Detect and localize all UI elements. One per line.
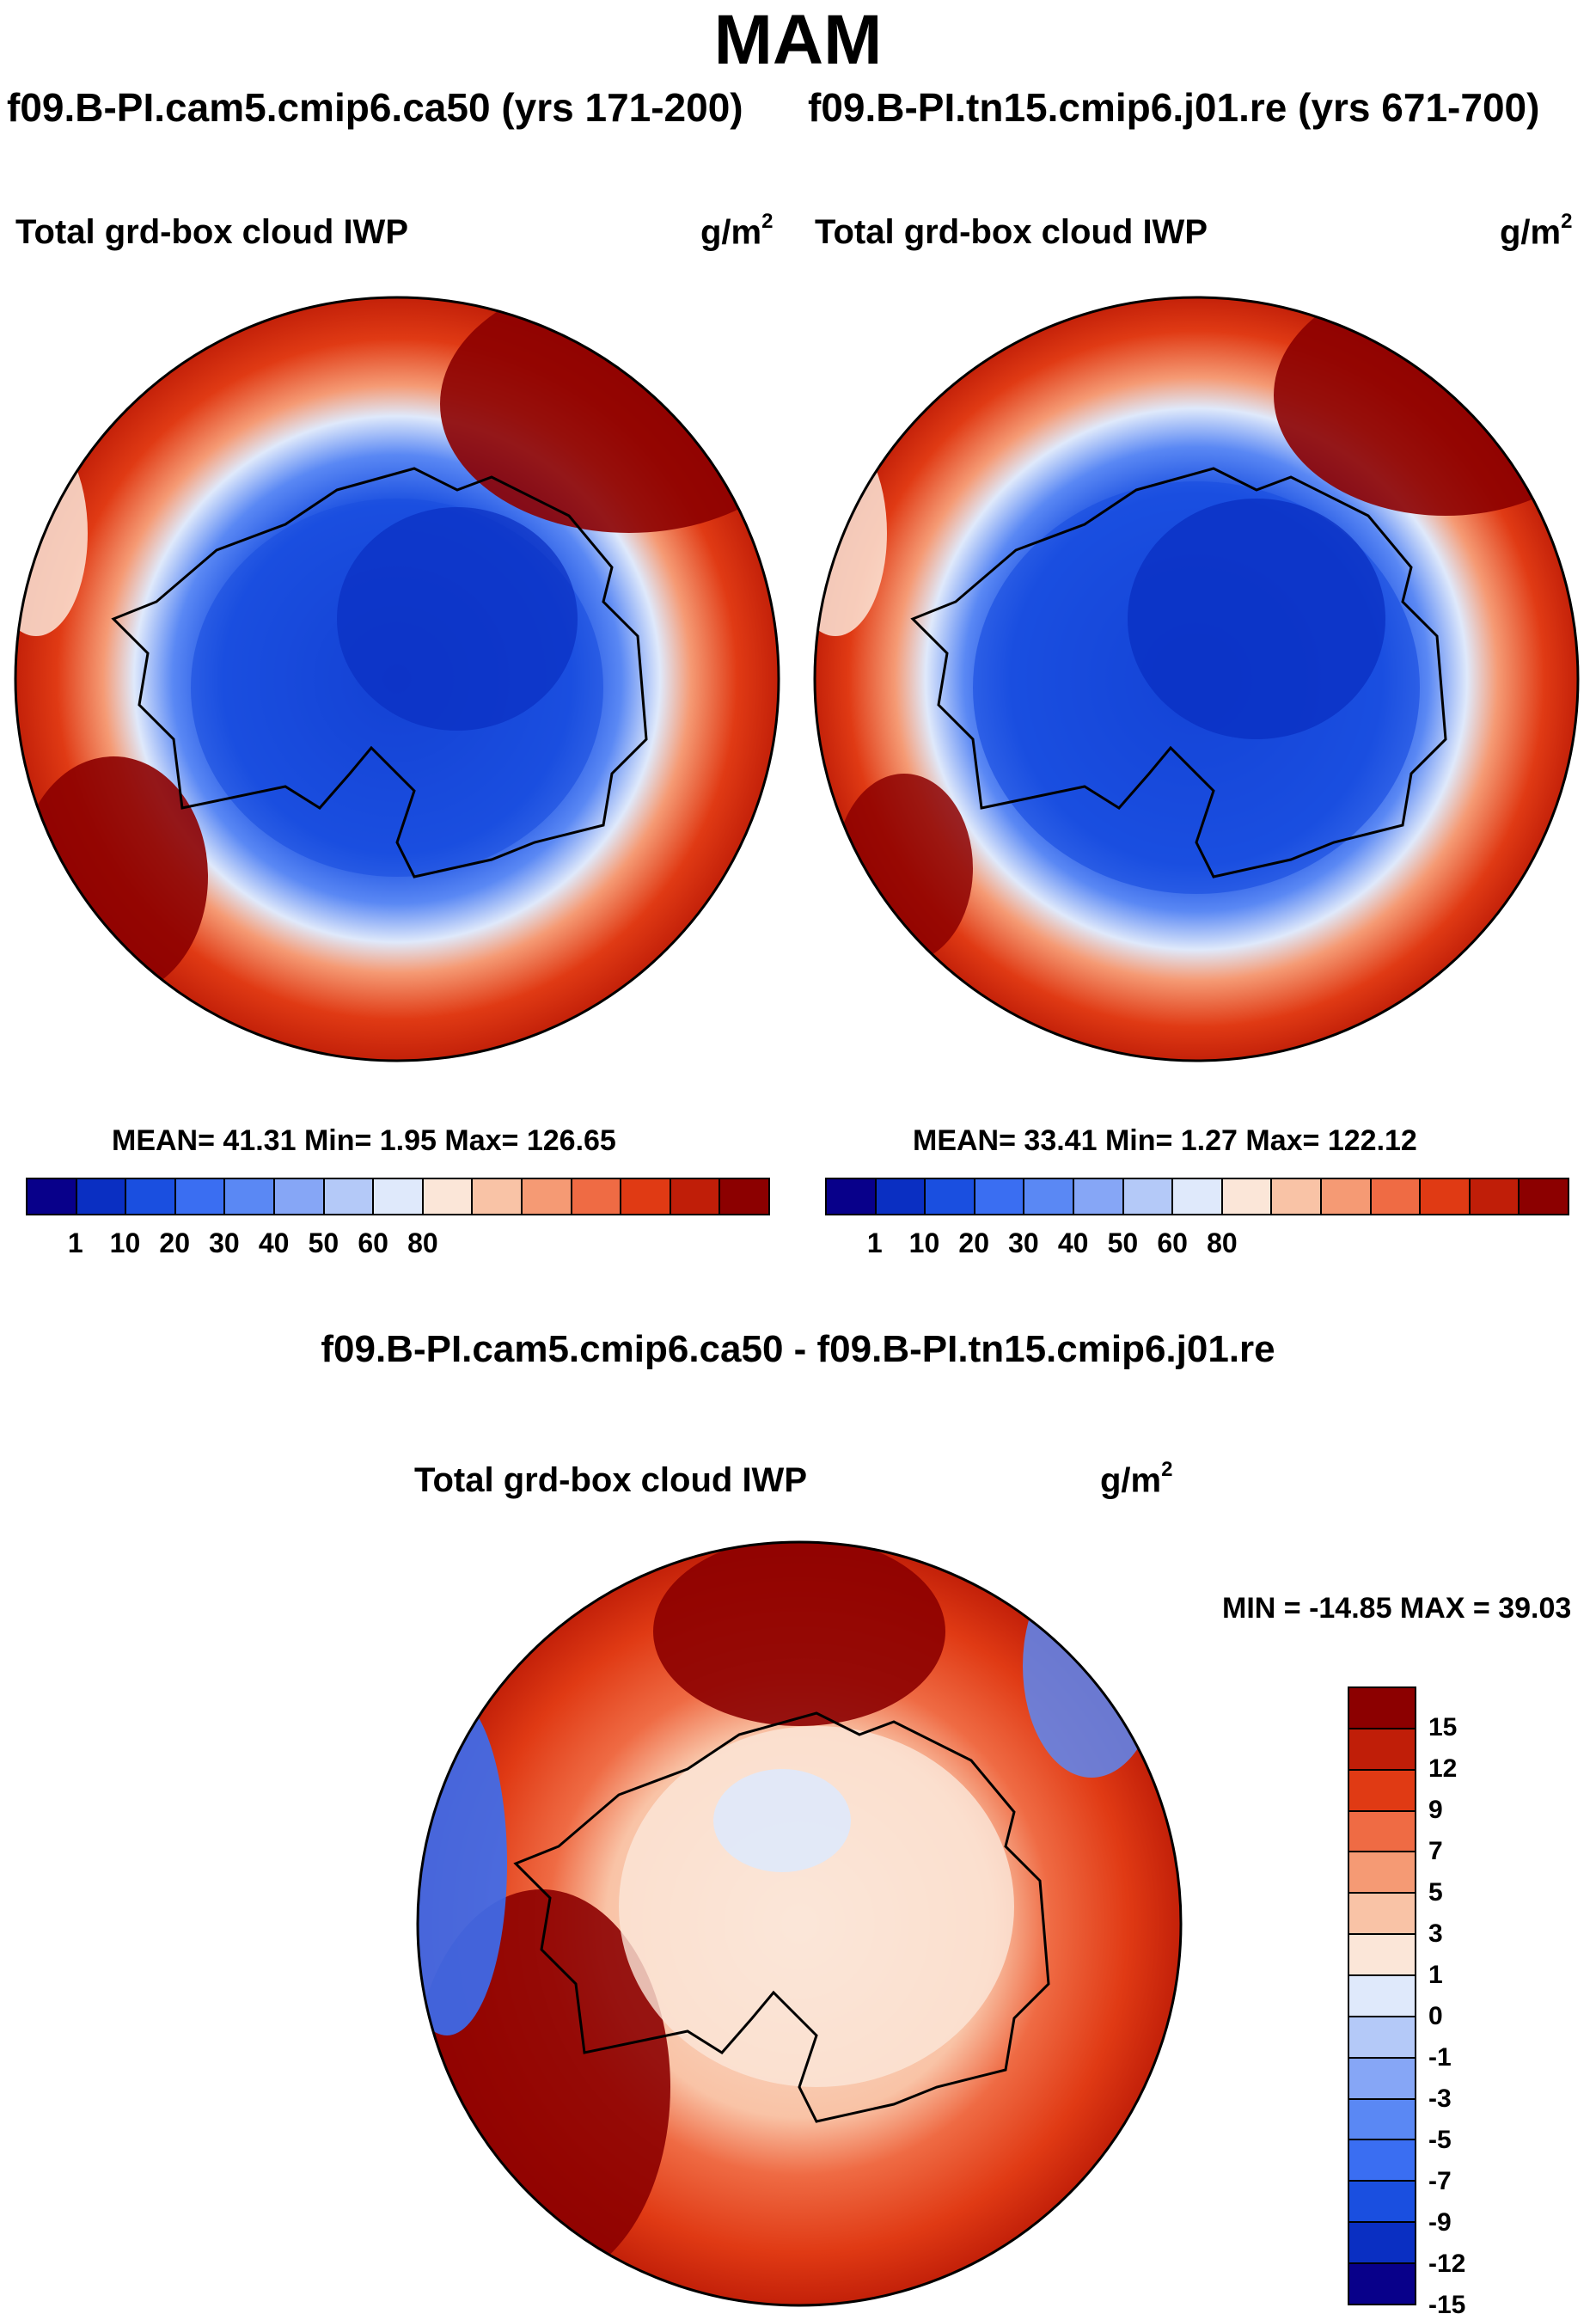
colorbar-segment (670, 1179, 721, 1214)
colorbar-tick-label: 60 (358, 1227, 388, 1258)
colorbar-tick-label: -12 (1428, 2250, 1466, 2278)
colorbar-tick-label: 60 (1157, 1227, 1188, 1258)
case-title-left: f09.B-PI.cam5.cmip6.ca50 (yrs 171-200) (7, 85, 743, 130)
colorbar-segment (324, 1179, 375, 1214)
case-title-right: f09.B-PI.tn15.cmip6.j01.re (yrs 671-700) (808, 85, 1540, 130)
colorbar-segment (720, 1179, 768, 1214)
colorbar-tick-label: -1 (1428, 2043, 1452, 2072)
panel3-var-title: Total grd-box cloud IWP (414, 1461, 807, 1499)
colorbar-segment (1349, 1688, 1415, 1729)
colorbar-tick-label: 80 (407, 1227, 438, 1258)
colorbar-tick-label: 20 (958, 1227, 989, 1258)
panel1-colorbar (26, 1178, 770, 1215)
colorbar-segment (1123, 1179, 1174, 1214)
colorbar-segment (423, 1179, 474, 1214)
panel1-var-title: Total grd-box cloud IWP (15, 213, 408, 251)
colorbar-segment (975, 1179, 1025, 1214)
colorbar-segment (28, 1179, 77, 1214)
colorbar-tick-label: 12 (1428, 1754, 1458, 1783)
colorbar-segment (1421, 1179, 1471, 1214)
colorbar-segment (1349, 1770, 1415, 1812)
colorbar-segment (1222, 1179, 1273, 1214)
colorbar-tick-label: 30 (209, 1227, 240, 1258)
colorbar-tick-label: 1 (67, 1227, 83, 1258)
panel3-colorbar (1348, 1686, 1416, 2305)
colorbar-segment (1349, 2182, 1415, 2224)
colorbar-segment (1349, 1976, 1415, 2017)
colorbar-segment (374, 1179, 424, 1214)
colorbar-tick-label: 50 (308, 1227, 339, 1258)
colorbar-tick-label: -9 (1428, 2208, 1452, 2237)
colorbar-segment (1349, 2017, 1415, 2059)
colorbar-tick-label: 1 (1428, 1961, 1443, 1989)
colorbar-tick-label: -15 (1428, 2291, 1466, 2319)
colorbar-segment (572, 1179, 622, 1214)
colorbar-tick-label: 50 (1107, 1227, 1139, 1258)
colorbar-tick-label: 30 (1008, 1227, 1039, 1258)
colorbar-segment (621, 1179, 671, 1214)
panel3-stats: MIN = -14.85 MAX = 39.03 (1222, 1592, 1572, 1625)
colorbar-segment (1349, 1935, 1415, 1977)
colorbar-segment (76, 1179, 127, 1214)
colorbar-tick-label: -5 (1428, 2126, 1452, 2154)
colorbar-segment (1520, 1179, 1568, 1214)
colorbar-segment (827, 1179, 877, 1214)
colorbar-segment (1470, 1179, 1520, 1214)
colorbar-segment (522, 1179, 572, 1214)
colorbar-tick-label: 10 (908, 1227, 940, 1258)
panel2-colorbar (825, 1178, 1569, 1215)
colorbar-segment (1349, 2140, 1415, 2182)
panel3-units: g/m2 (1100, 1458, 1173, 1500)
colorbar-segment (126, 1179, 176, 1214)
colorbar-segment (1349, 2223, 1415, 2265)
colorbar-tick-label: -3 (1428, 2084, 1452, 2113)
colorbar-segment (473, 1179, 523, 1214)
diff-title: f09.B-PI.cam5.cmip6.ca50 - f09.B-PI.tn15… (321, 1328, 1275, 1370)
colorbar-segment (274, 1179, 325, 1214)
colorbar-segment (876, 1179, 926, 1214)
panel2-stats: MEAN= 33.41 Min= 1.27 Max= 122.12 (913, 1124, 1417, 1157)
colorbar-tick-label: 0 (1428, 2002, 1443, 2030)
colorbar-tick-label: 5 (1428, 1878, 1443, 1907)
colorbar-tick-label: 7 (1428, 1837, 1443, 1865)
panel1-units: g/m2 (700, 210, 774, 252)
colorbar-segment (1272, 1179, 1322, 1214)
colorbar-tick-label: 40 (258, 1227, 290, 1258)
colorbar-segment (1349, 2099, 1415, 2141)
colorbar-tick-label: -7 (1428, 2167, 1452, 2195)
colorbar-tick-label: 9 (1428, 1796, 1443, 1824)
colorbar-segment (1024, 1179, 1074, 1214)
panel1-stats: MEAN= 41.31 Min= 1.95 Max= 126.65 (112, 1124, 616, 1157)
colorbar-segment (175, 1179, 226, 1214)
colorbar-segment (225, 1179, 275, 1214)
panel2-units: g/m2 (1500, 210, 1573, 252)
colorbar-tick-label: 40 (1057, 1227, 1089, 1258)
colorbar-segment (1073, 1179, 1124, 1214)
panel3-polar-map (416, 1540, 1183, 2307)
colorbar-segment (1349, 1852, 1415, 1895)
colorbar-segment (1349, 1729, 1415, 1771)
colorbar-tick-label: 80 (1207, 1227, 1238, 1258)
panel2-polar-map (813, 296, 1580, 1062)
colorbar-segment (1371, 1179, 1422, 1214)
main-title: MAM (713, 1, 883, 79)
colorbar-tick-label: 20 (159, 1227, 190, 1258)
panel2-var-title: Total grd-box cloud IWP (815, 213, 1208, 251)
colorbar-segment (1321, 1179, 1372, 1214)
colorbar-segment (926, 1179, 975, 1214)
panel1-polar-map (14, 296, 780, 1062)
colorbar-tick-label: 3 (1428, 1919, 1443, 1948)
colorbar-tick-label: 15 (1428, 1713, 1458, 1742)
colorbar-segment (1349, 1811, 1415, 1853)
colorbar-tick-label: 10 (109, 1227, 141, 1258)
colorbar-segment (1349, 2058, 1415, 2100)
colorbar-segment (1349, 2264, 1415, 2304)
colorbar-tick-label: 1 (866, 1227, 883, 1258)
colorbar-segment (1349, 1894, 1415, 1936)
colorbar-segment (1173, 1179, 1223, 1214)
